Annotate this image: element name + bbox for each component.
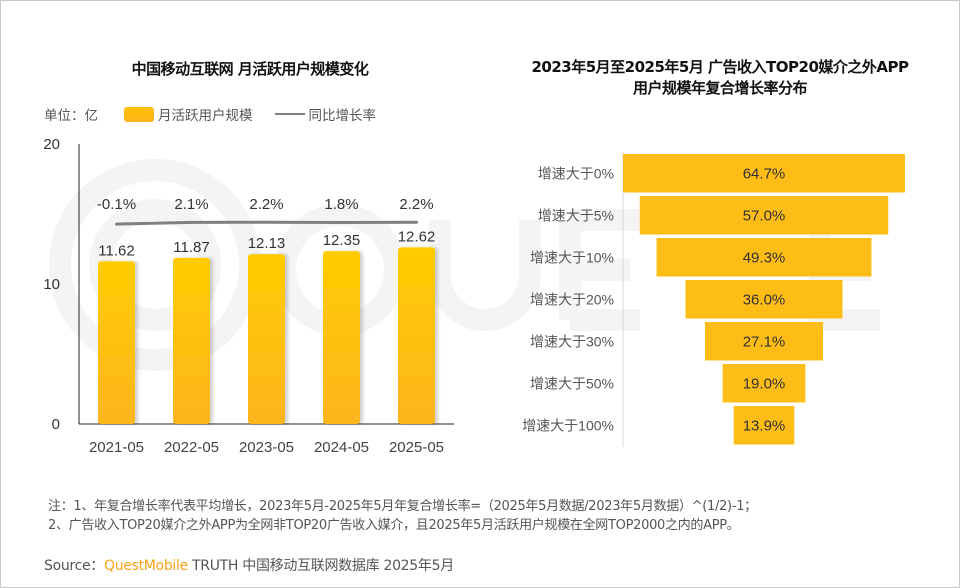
growth-rate-label: 1.8%: [324, 196, 358, 213]
bar-value-label: 11.62: [98, 242, 134, 259]
bar-value-label: 12.35: [323, 232, 361, 249]
funnel-bar: [639, 196, 889, 235]
source-prefix: Source：: [44, 558, 104, 574]
growth-rate-label: 2.2%: [399, 196, 433, 213]
legend-item-line: 同比增长率: [253, 104, 377, 124]
growth-rate-label: -0.1%: [97, 196, 136, 213]
left-chart: 0 10 20 11.62 2021-05 -0.1% 11.87 2022-05 2.1% 1…: [43, 136, 454, 456]
bar-2025-05: [398, 247, 435, 424]
funnel-bar: [704, 322, 824, 361]
legend-bar-label: 月活跃用户规模: [158, 108, 253, 124]
funnel-value-label: 57.0%: [743, 207, 786, 224]
right-chart-title-line2: 用户规模年复合增长率分布: [632, 79, 808, 97]
funnel-category-label: 增速大于0%: [538, 165, 614, 181]
right-chart-title: 2023年5月至2025年5月 广告收入TOP20媒介之外APP 用户规模年复合…: [480, 57, 960, 99]
y-tick-label: 20: [43, 136, 60, 153]
legend-bar-swatch: [124, 106, 154, 122]
growth-rate-label: 2.1%: [174, 196, 208, 213]
funnel-value-label: 49.3%: [743, 249, 786, 266]
legend-line-swatch: [274, 113, 305, 115]
funnel-category-label: 增速大于5%: [538, 207, 614, 223]
funnel-bar: [623, 154, 905, 193]
right-chart: 64.7% 增速大于0% 57.0% 增速大于5% 49.3% 增速大于10% 36.0% 增…: [522, 152, 905, 447]
funnel-bar: [685, 280, 843, 319]
legend-line-label: 同比增长率: [308, 108, 377, 124]
bar-2024-05: [323, 251, 360, 424]
bar-value-label: 12.13: [248, 235, 286, 252]
source-line: Source：QuestMobile TRUTH 中国移动互联网数据库 2025…: [44, 555, 454, 575]
x-tick-label: 2023-05: [239, 439, 294, 456]
funnel-value-label: 27.1%: [743, 333, 786, 350]
footnote-1: 注：1、年复合增长率代表平均增长，2023年5月-2025年5月年复合增长率=（…: [48, 499, 757, 514]
growth-rate-label: 2.2%: [249, 196, 283, 213]
funnel-bar: [722, 364, 806, 403]
x-tick-label: 2025-05: [389, 439, 444, 456]
bar-2021-05: [98, 261, 135, 424]
funnel-category-label: 增速大于30%: [530, 333, 614, 349]
funnel-value-label: 19.0%: [743, 375, 786, 392]
source-rest: TRUTH 中国移动互联网数据库 2025年5月: [187, 558, 454, 574]
footnote-2: 2、广告收入TOP20媒介之外APP为全网非TOP20广告收入媒介，且2025年…: [48, 518, 740, 533]
left-chart-title: 中国移动互联网 月活跃用户规模变化: [131, 60, 369, 78]
source-brand: QuestMobile: [103, 558, 188, 574]
funnel-category-label: 增速大于50%: [530, 375, 614, 391]
legend: 单位：亿 月活跃用户规模 同比增长率: [44, 104, 376, 124]
funnel-category-label: 增速大于10%: [530, 249, 614, 265]
right-chart-title-line1: 2023年5月至2025年5月 广告收入TOP20媒介之外APP: [531, 58, 909, 76]
footnotes: 注：1、年复合增长率代表平均增长，2023年5月-2025年5月年复合增长率=（…: [48, 497, 757, 535]
bar-value-label: 11.87: [173, 239, 209, 256]
growth-line-segment: [115, 220, 193, 226]
bar-value-label: 12.62: [398, 228, 436, 245]
y-tick-label: 10: [43, 276, 60, 293]
x-tick-label: 2021-05: [89, 439, 144, 456]
legend-item-bar: 月活跃用户规模: [124, 104, 253, 124]
funnel-value-label: 36.0%: [743, 291, 786, 308]
x-tick-label: 2024-05: [314, 439, 369, 456]
funnel-value-label: 64.7%: [743, 165, 786, 182]
bar-2022-05: [173, 257, 210, 424]
bar-2023-05: [248, 254, 285, 424]
funnel-value-label: 13.9%: [743, 417, 786, 434]
x-tick-label: 2022-05: [164, 439, 219, 456]
y-tick-label: 0: [52, 416, 60, 433]
funnel-category-label: 增速大于100%: [522, 417, 614, 433]
funnel-bar: [733, 406, 795, 445]
unit-label: 单位：亿: [44, 108, 98, 124]
funnel-bar: [656, 238, 872, 277]
funnel-category-label: 增速大于20%: [530, 291, 614, 307]
